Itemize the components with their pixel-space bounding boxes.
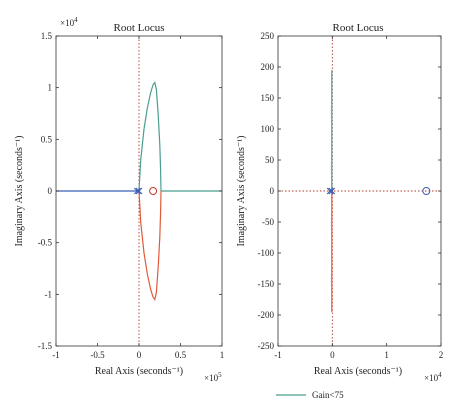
right-x-tick-label: 0 [330,350,335,360]
legend: Gain<75 [276,390,344,400]
left-y-tick-label: 0 [48,186,53,196]
right-pole-stroke [326,187,334,195]
right-y-tick-label: 150 [261,93,275,103]
left-pole-marker [135,187,143,195]
left-y-axis-label: Imaginary Axis (seconds⁻¹) [14,135,25,246]
right-x-axis-label: Real Axis (seconds⁻¹) [314,366,402,377]
right-y-axis-label: Imaginary Axis (seconds⁻¹) [236,135,247,246]
left-root-locus-panel: Root Locus ×104 ×105 Real Axis (seconds⁻… [14,16,224,383]
right-chart-title: Root Locus [332,22,383,34]
left-x-exponent: ×105 [204,371,222,383]
right-y-tick-label: -50 [262,217,274,227]
right-x-tick-label: -1 [274,350,282,360]
left-y-tick-label: 0.5 [41,134,53,144]
right-y-tick-label: 0 [270,186,275,196]
right-root-locus-panel: Root Locus ×104 Real Axis (seconds⁻¹) Im… [236,22,443,383]
right-x-exponent: ×104 [424,371,442,383]
left-y-exponent: ×104 [60,16,78,28]
right-pole-marker [328,187,336,195]
left-chart-title: Root Locus [113,22,164,34]
right-x-tick-label: 1 [384,350,389,360]
left-y-tick-label: 1.5 [41,31,53,41]
right-y-tick-label: -100 [258,248,275,258]
left-y-tick-label: -1.5 [38,341,53,351]
left-x-tick-label: -1 [52,350,60,360]
left-pole-stroke [133,187,141,195]
right-y-tick-label: -150 [258,279,275,289]
left-pole-marker [133,187,141,195]
left-locus-branch-2 [138,190,162,301]
left-locus-branch-1 [138,81,162,192]
left-x-axis-label: Real Axis (seconds⁻¹) [95,366,183,377]
left-y-tick-label: -1 [45,289,53,299]
legend-label: Gain<75 [312,390,344,400]
right-y-tick-label: 200 [261,62,275,72]
left-x-tick-label: -0.5 [90,350,105,360]
left-x-tick-label: 1 [220,350,225,360]
right-zero-marker [422,187,431,195]
right-pole-marker [326,187,334,195]
left-y-tick-label: 1 [48,83,53,93]
left-x-tick-label: 0.5 [175,350,187,360]
left-pole-stroke [135,187,143,195]
right-y-tick-label: 50 [265,155,275,165]
right-y-tick-label: -200 [258,310,275,320]
left-zero-marker [149,187,158,195]
right-y-tick-label: -250 [258,341,275,351]
right-y-tick-label: 100 [261,124,275,134]
right-x-tick-label: 2 [439,350,444,360]
left-y-tick-label: -0.5 [38,238,53,248]
right-pole-stroke [328,187,336,195]
left-x-tick-label: 0 [137,350,142,360]
right-y-tick-label: 250 [261,31,275,41]
